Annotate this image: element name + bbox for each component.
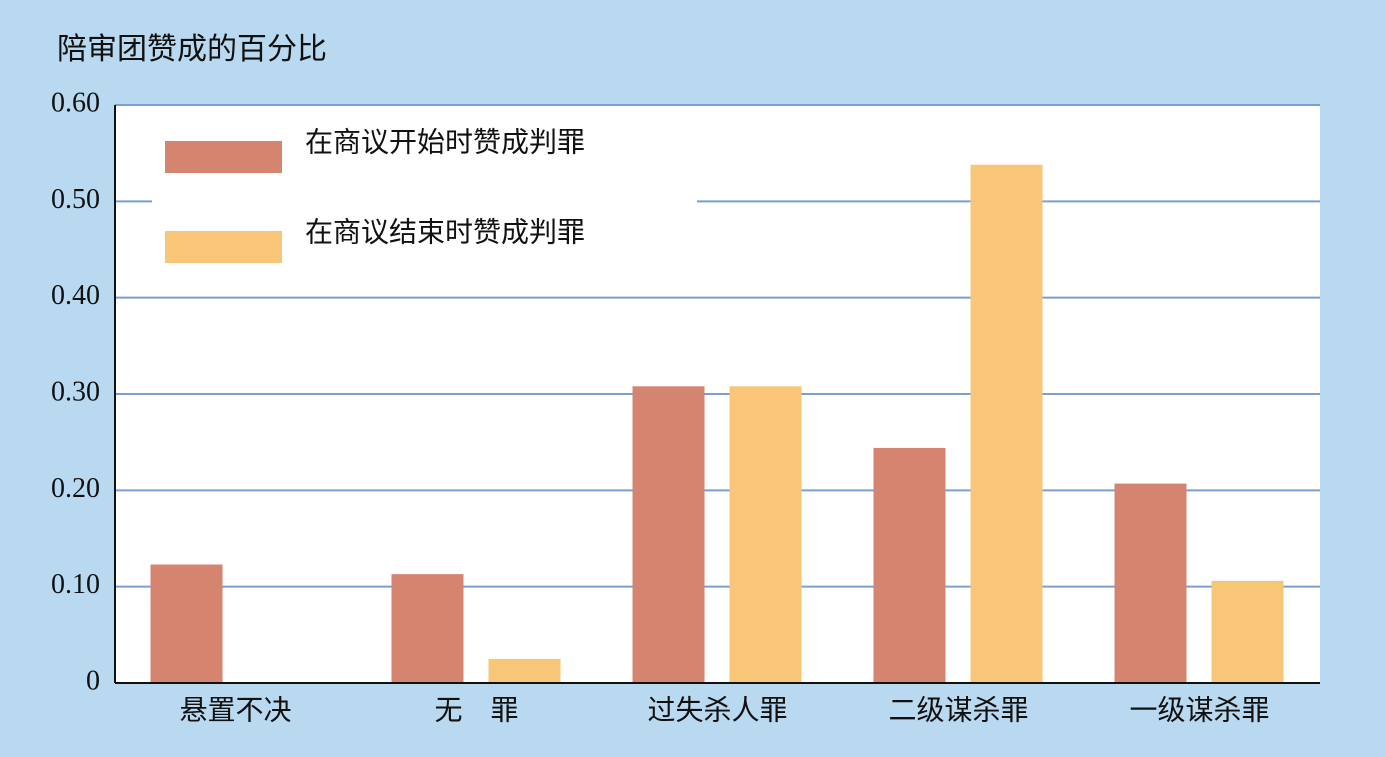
bar xyxy=(1114,483,1187,683)
x-tick-label: 一级谋杀罪 xyxy=(1129,694,1269,726)
bar xyxy=(970,164,1043,683)
y-tick-label: 0.10 xyxy=(51,569,100,600)
bar xyxy=(873,447,946,683)
x-tick-label: 悬置不决 xyxy=(179,694,291,726)
y-tick-label: 0.30 xyxy=(51,376,100,407)
y-tick-label: 0 xyxy=(86,665,100,696)
x-tick-label: 无 罪 xyxy=(434,695,518,726)
legend-label: 在商议开始时赞成判罪 xyxy=(305,126,585,158)
legend-swatch xyxy=(165,231,282,263)
y-tick-label: 0.60 xyxy=(51,87,100,118)
chart-title: 陪审团赞成的百分比 xyxy=(57,33,327,66)
bar xyxy=(632,386,705,683)
bar xyxy=(150,564,223,683)
bar xyxy=(391,574,464,683)
x-tick-label: 二级谋杀罪 xyxy=(888,694,1028,726)
bar xyxy=(729,386,802,683)
bar xyxy=(488,658,561,683)
y-tick-label: 0.50 xyxy=(51,184,100,215)
bar xyxy=(1211,580,1284,683)
x-tick-label: 过失杀人罪 xyxy=(647,694,787,726)
y-tick-label: 0.20 xyxy=(51,473,100,504)
legend-swatch xyxy=(165,141,282,173)
y-tick-label: 0.40 xyxy=(51,280,100,311)
legend-label: 在商议结束时赞成判罪 xyxy=(305,216,585,248)
